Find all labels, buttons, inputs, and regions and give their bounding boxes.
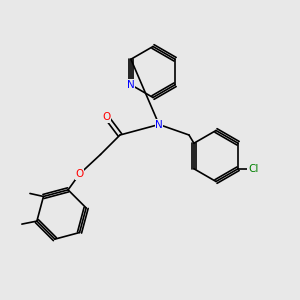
Text: O: O	[102, 112, 111, 122]
Text: O: O	[75, 169, 84, 179]
Text: N: N	[155, 119, 163, 130]
Text: N: N	[127, 80, 135, 90]
Text: Cl: Cl	[248, 164, 258, 174]
